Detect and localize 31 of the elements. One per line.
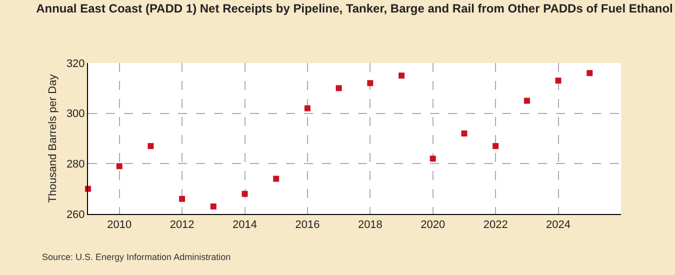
source-note: Source: U.S. Energy Information Administration: [42, 252, 231, 262]
point: [398, 72, 405, 79]
point: [524, 98, 530, 104]
point: [210, 203, 216, 210]
point: [461, 130, 468, 136]
y-tick-label: 280: [66, 158, 85, 171]
point: [179, 196, 186, 202]
point: [273, 176, 280, 182]
x-tick-label: 2018: [358, 219, 382, 232]
point: [242, 190, 248, 197]
point: [116, 163, 122, 170]
point: [336, 85, 342, 92]
point: [148, 143, 154, 150]
point: [492, 143, 499, 150]
chart-title: Annual East Coast (PADD 1) Net Receipts by Pipeline, Tanker, Barge and Rail from Other PADDs of Fuel Ethanol: [36, 2, 673, 16]
x-tick-label: 2012: [170, 219, 194, 232]
x-tick-label: 2022: [483, 219, 508, 232]
x-tick-label: 2024: [546, 219, 571, 232]
x-tick-label: 2020: [420, 219, 446, 232]
point: [586, 70, 593, 76]
y-tick-label: 300: [66, 108, 85, 120]
y-tick-label: 260: [66, 208, 85, 221]
x-tick-label: 2016: [295, 219, 320, 232]
point: [430, 156, 436, 162]
point: [367, 80, 374, 86]
x-tick-label: 2010: [107, 219, 132, 232]
y-tick-label: 320: [66, 58, 85, 70]
x-tick-label: 2014: [232, 219, 257, 232]
point: [304, 105, 310, 112]
point: [555, 78, 562, 84]
y-axis-title: Thousand Barrels per Day: [47, 74, 59, 203]
